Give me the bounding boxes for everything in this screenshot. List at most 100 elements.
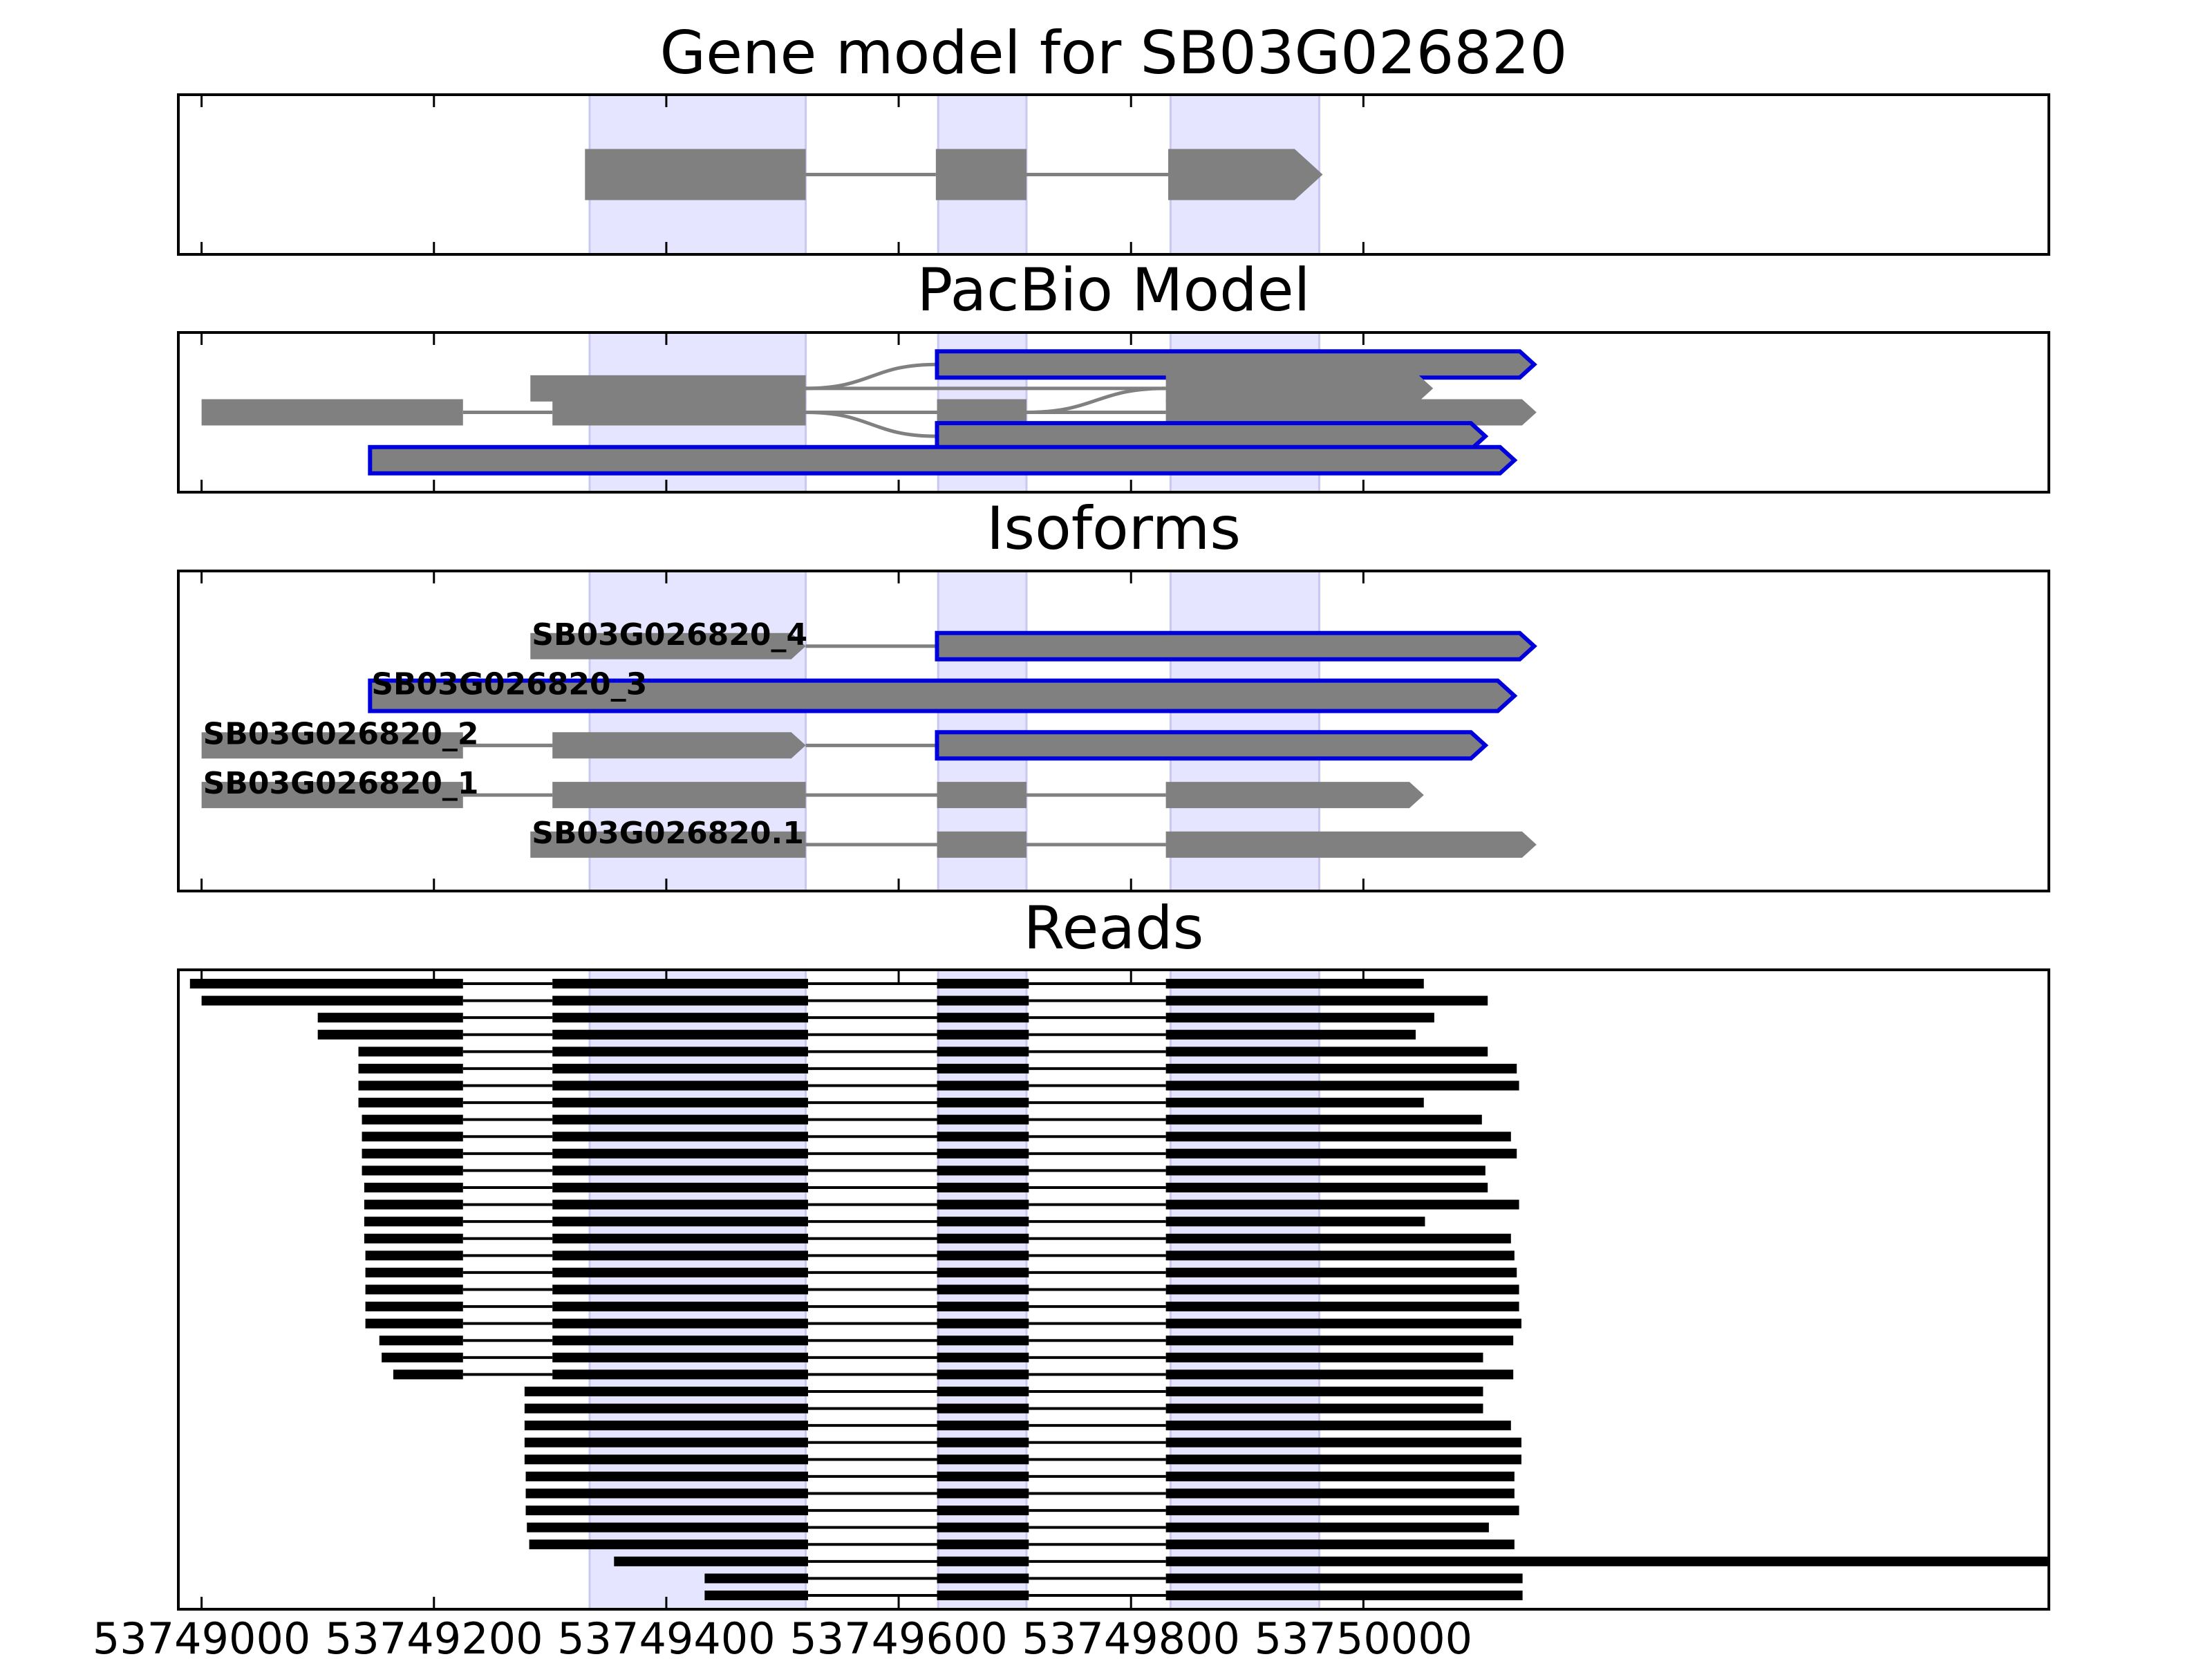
read-17-block-3 [1165,1267,1517,1277]
panel-frame-layer [177,93,2050,1611]
read-34-block-1 [937,1556,1029,1566]
read-32-block-0 [527,1522,808,1533]
read-30-block-2 [1165,1488,1515,1499]
read-19-block-0 [365,1302,463,1312]
read-1-block-1 [552,995,808,1006]
read-4-block-2 [937,1047,1029,1057]
read-15-block-2 [937,1233,1029,1244]
read-20-block-1 [552,1318,808,1329]
read-35-block-2 [1165,1573,1523,1584]
read-12-block-1 [552,1183,808,1192]
read-28-block-2 [1165,1454,1521,1465]
read-36-block-0 [704,1591,808,1600]
read-6-block-2 [937,1080,1029,1091]
panel-frame-isoforms [177,570,2050,892]
read-28-block-1 [937,1454,1029,1465]
exon-pacbio_model-2-0 [201,399,463,426]
read-12-block-0 [364,1183,463,1192]
read-0-block-0 [189,979,463,988]
read-32-block-2 [1165,1522,1489,1533]
panel-title-isoforms: Isoforms [986,494,1241,563]
read-10-block-3 [1165,1148,1517,1159]
read-2-block-0 [317,1013,463,1023]
read-27-block-0 [524,1437,808,1447]
x-tick-label-0: 53749000 [93,1613,311,1659]
read-11-block-0 [362,1165,463,1176]
read-16-block-3 [1165,1250,1515,1261]
read-10-block-0 [362,1148,463,1159]
read-5-block-0 [358,1063,463,1074]
read-18-block-1 [552,1284,808,1295]
isoform-label-0: SB03G026820_4 [532,617,807,653]
read-9-block-2 [937,1132,1029,1142]
read-3-block-1 [552,1029,808,1040]
exon-arrow-pacbio_model-0-0 [935,349,1537,380]
read-30-block-0 [525,1488,808,1499]
read-31-block-0 [525,1506,808,1516]
read-4-block-1 [552,1047,808,1057]
read-19-block-2 [937,1302,1029,1312]
read-36-block-2 [1165,1591,1523,1600]
read-9-block-3 [1165,1132,1511,1142]
read-14-block-1 [552,1217,808,1227]
exon-isoforms-6-1 [937,831,1027,858]
read-11-block-3 [1165,1165,1485,1176]
read-13-block-3 [1165,1199,1519,1210]
exon-arrow-isoforms-3-1 [552,732,806,759]
read-16-block-0 [365,1250,463,1261]
read-23-block-2 [937,1369,1029,1380]
exon-gene_model-0-0 [585,149,806,200]
read-14-block-0 [364,1217,463,1227]
read-11-block-1 [552,1165,808,1176]
exon-pacbio_model-1-0 [530,375,806,402]
read-29-block-0 [525,1471,808,1481]
read-25-block-2 [1165,1403,1483,1414]
x-tick-label-5: 53750000 [1255,1613,1473,1659]
read-35-block-0 [704,1573,808,1584]
read-8-block-3 [1165,1114,1482,1125]
splice-link-pacbio_model-0 [805,362,937,391]
read-25-block-1 [937,1403,1029,1414]
exon-arrow-isoforms-2-0 [368,678,1518,713]
panel-title-pacbio_model: PacBio Model [917,256,1310,325]
read-28-block-0 [524,1454,808,1465]
read-5-block-2 [937,1063,1029,1074]
read-35-block-1 [937,1573,1029,1584]
read-34-block-2 [1165,1556,2049,1566]
read-16-block-2 [937,1250,1029,1261]
exon-arrow-isoforms-5-3 [1165,782,1424,809]
exon-isoforms-5-2 [937,782,1027,809]
x-tick-label-4: 53749800 [1022,1613,1240,1659]
x-tick-label-3: 53749600 [789,1613,1008,1659]
read-12-block-3 [1165,1183,1488,1192]
read-22-block-1 [552,1352,808,1362]
read-21-block-1 [552,1335,808,1346]
read-11-block-2 [937,1165,1029,1176]
exon-isoforms-5-1 [552,782,806,809]
exon-pacbio_model-2-1 [552,399,806,426]
read-13-block-0 [364,1199,463,1210]
read-8-block-1 [552,1114,808,1125]
read-26-block-0 [524,1421,808,1431]
read-16-block-1 [552,1250,808,1261]
read-26-block-2 [1165,1421,1511,1431]
panel-title-reads: Reads [1024,894,1204,963]
read-14-block-3 [1165,1217,1425,1227]
exon-gene_model-0-1 [935,149,1027,200]
exon-isoforms-5-0 [201,782,463,809]
read-6-block-3 [1165,1080,1519,1091]
read-3-block-0 [317,1029,463,1040]
read-34-block-0 [614,1556,808,1566]
read-24-block-2 [1165,1387,1483,1396]
read-1-block-0 [201,995,463,1006]
exon-arrow-pacbio_model-1-1 [1165,375,1434,402]
read-20-block-3 [1165,1318,1521,1329]
read-17-block-0 [365,1267,463,1277]
read-36-block-1 [937,1591,1029,1600]
read-0-block-2 [937,979,1029,988]
read-20-block-2 [937,1318,1029,1329]
exon-arrow-isoforms-0-0 [530,632,806,659]
read-2-block-1 [552,1013,808,1023]
read-22-block-2 [937,1352,1029,1362]
read-22-block-0 [382,1352,463,1362]
